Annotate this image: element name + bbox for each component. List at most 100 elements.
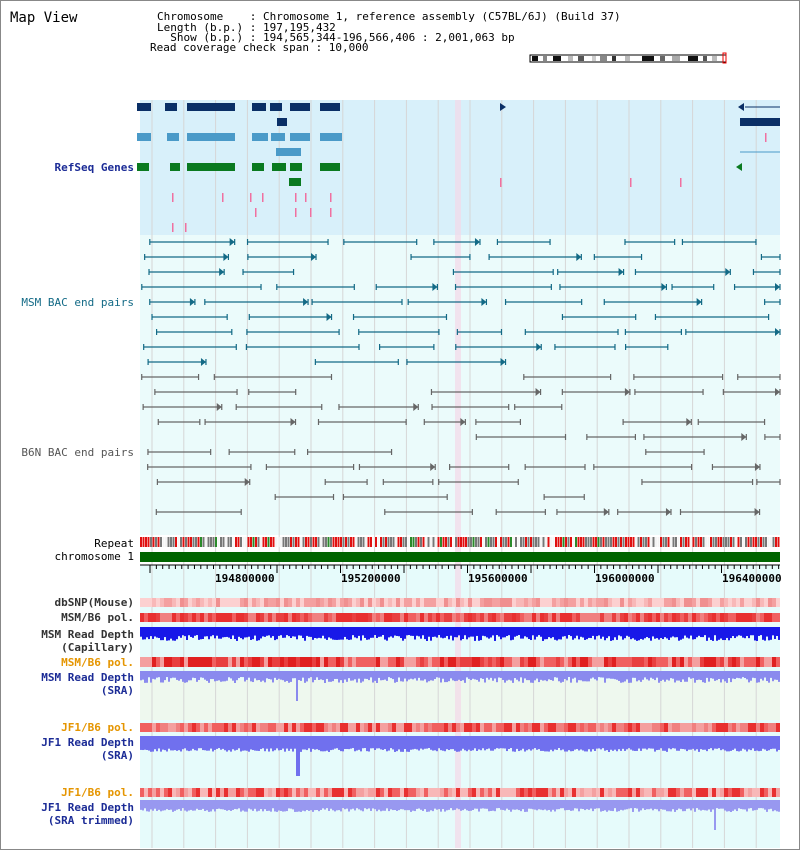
depth-bar bbox=[268, 800, 270, 811]
depth-bar bbox=[360, 671, 362, 683]
chromosome-ideogram[interactable] bbox=[529, 52, 727, 64]
repeat-mark bbox=[505, 537, 507, 547]
depth-bar bbox=[268, 671, 270, 679]
depth-bar bbox=[424, 627, 426, 640]
depth-bar bbox=[484, 800, 486, 809]
heat-cell bbox=[352, 657, 356, 667]
depth-bar bbox=[398, 671, 400, 678]
heat-cell bbox=[184, 598, 188, 607]
depth-bar bbox=[732, 800, 734, 811]
read-depth-tracks[interactable] bbox=[140, 627, 780, 830]
heat-cell bbox=[672, 723, 676, 732]
heat-cell bbox=[544, 598, 548, 607]
depth-bar bbox=[244, 671, 246, 682]
heat-cell bbox=[572, 613, 576, 622]
ideogram-band bbox=[543, 56, 547, 61]
repeat-mark bbox=[192, 537, 195, 547]
depth-bar bbox=[622, 671, 624, 683]
depth-bar bbox=[334, 627, 336, 640]
depth-bar bbox=[716, 671, 718, 681]
heat-cell bbox=[228, 657, 232, 667]
bac-arrow bbox=[223, 253, 229, 261]
depth-bar bbox=[628, 627, 630, 637]
heat-cell bbox=[376, 613, 380, 622]
depth-bar bbox=[490, 627, 492, 638]
heat-cell bbox=[188, 723, 192, 732]
depth-bar bbox=[762, 736, 764, 749]
heat-cell bbox=[632, 613, 636, 622]
heat-cell bbox=[364, 613, 368, 622]
heat-cell bbox=[268, 788, 272, 797]
depth-bar bbox=[684, 671, 686, 682]
heat-cell bbox=[284, 723, 288, 732]
heat-cell bbox=[304, 657, 308, 667]
msm-bac-track[interactable] bbox=[141, 238, 781, 366]
heat-cell bbox=[520, 657, 524, 667]
depth-bar bbox=[172, 800, 174, 812]
depth-bar bbox=[318, 736, 320, 751]
repeat-track[interactable] bbox=[140, 537, 780, 547]
depth-bar bbox=[228, 627, 230, 638]
repeat-mark bbox=[765, 537, 767, 547]
depth-bar bbox=[370, 671, 372, 678]
heat-cell bbox=[768, 723, 772, 732]
heat-cell bbox=[676, 723, 680, 732]
repeat-mark bbox=[425, 537, 427, 547]
heat-cell bbox=[208, 723, 212, 732]
depth-bar bbox=[476, 800, 478, 809]
bac-arrow bbox=[430, 463, 436, 471]
heat-cell bbox=[464, 657, 468, 667]
depth-bar bbox=[584, 800, 586, 811]
heat-cell bbox=[196, 723, 200, 732]
depth-bar bbox=[238, 627, 240, 637]
depth-bar bbox=[208, 627, 210, 640]
depth-bar bbox=[290, 800, 292, 809]
repeat-mark bbox=[485, 537, 487, 547]
depth-bar bbox=[172, 627, 174, 641]
depth-bar bbox=[716, 627, 718, 641]
depth-bar bbox=[158, 671, 160, 678]
depth-bar bbox=[210, 800, 212, 812]
heat-cell bbox=[300, 657, 304, 667]
depth-bar bbox=[436, 800, 438, 810]
depth-bar bbox=[256, 627, 258, 641]
depth-bar bbox=[736, 671, 738, 678]
polymorphism-tracks[interactable] bbox=[140, 598, 780, 797]
chromosome-bar[interactable] bbox=[140, 552, 780, 562]
bac-arrow bbox=[326, 313, 332, 321]
depth-bar bbox=[216, 736, 218, 749]
depth-bar bbox=[724, 736, 726, 751]
depth-bar bbox=[374, 627, 376, 636]
depth-bar bbox=[632, 671, 634, 678]
depth-bar bbox=[156, 671, 158, 678]
depth-bar bbox=[642, 800, 644, 809]
depth-bar bbox=[622, 627, 624, 640]
heat-cell bbox=[244, 598, 248, 607]
bac-arrow bbox=[200, 358, 206, 366]
heat-cell bbox=[760, 613, 764, 622]
depth-bar bbox=[384, 736, 386, 750]
depth-bar bbox=[466, 736, 468, 752]
b6n-bac-track[interactable] bbox=[141, 374, 781, 516]
heat-cell bbox=[664, 598, 668, 607]
depth-bar bbox=[294, 800, 296, 812]
depth-bar bbox=[418, 627, 420, 637]
heat-cell bbox=[348, 598, 352, 607]
refseq-genes-track[interactable] bbox=[137, 103, 780, 232]
depth-bar bbox=[198, 671, 200, 681]
depth-bar bbox=[418, 800, 420, 809]
gene-marker bbox=[330, 193, 332, 202]
depth-bar bbox=[214, 736, 216, 750]
depth-bar bbox=[732, 627, 734, 637]
heat-cell bbox=[680, 613, 684, 622]
heat-cell bbox=[700, 657, 704, 667]
depth-bar bbox=[330, 800, 332, 809]
depth-bar bbox=[484, 736, 486, 751]
depth-bar bbox=[592, 671, 594, 678]
depth-bar bbox=[528, 627, 530, 640]
repeat-mark bbox=[455, 537, 457, 547]
heat-cell bbox=[608, 657, 612, 667]
depth-bar bbox=[174, 800, 176, 811]
repeat-mark bbox=[142, 537, 145, 547]
